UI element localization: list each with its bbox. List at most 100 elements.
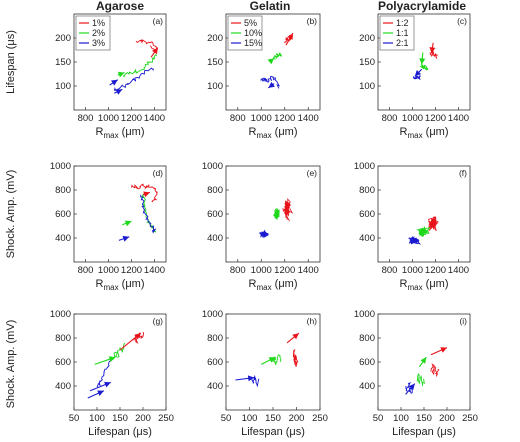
arrow-head-green bbox=[124, 220, 132, 227]
cluster-blue bbox=[259, 229, 270, 239]
column-title-polyacrylamide: Polyacrylamide bbox=[378, 0, 466, 13]
x-axis-label: Rmax (μm) bbox=[400, 278, 449, 292]
series-blue bbox=[405, 381, 413, 394]
x-axis-label: Lifespan (μs) bbox=[392, 426, 456, 438]
x-tick-label: 1200 bbox=[425, 265, 446, 276]
x-tick-label: 800 bbox=[382, 265, 398, 276]
series-blue bbox=[140, 194, 157, 234]
legend-label: 2% bbox=[92, 28, 105, 38]
y-tick-label: 600 bbox=[55, 209, 71, 220]
series-blue bbox=[260, 75, 281, 89]
y-tick-label: 150 bbox=[207, 57, 223, 68]
series-green bbox=[123, 54, 158, 78]
x-axis-label: Lifespan (μs) bbox=[241, 426, 305, 438]
x-tick-label: 250 bbox=[312, 413, 328, 424]
y-tick-label: 800 bbox=[359, 185, 375, 196]
arrow-head-green bbox=[108, 356, 116, 362]
series-green bbox=[271, 354, 282, 366]
y-tick-label: 150 bbox=[359, 57, 375, 68]
y-tick-label: 800 bbox=[207, 185, 223, 196]
y-tick-label: 600 bbox=[55, 357, 71, 368]
series-red bbox=[131, 183, 158, 203]
panel-b: 800 1000 1200 1400 100 150 200 Rmax (μm) (b) 5%10… bbox=[207, 13, 321, 140]
x-tick-label: 1000 bbox=[402, 113, 423, 124]
series-blue bbox=[96, 359, 112, 388]
y-tick-label: 1000 bbox=[202, 161, 223, 172]
y-tick-label: 400 bbox=[359, 381, 375, 392]
legend-label: 5% bbox=[244, 18, 257, 28]
arrow-head-red bbox=[440, 347, 447, 353]
panel-label: (g) bbox=[153, 316, 164, 326]
arrow-head-red bbox=[143, 191, 150, 198]
x-tick-label: 200 bbox=[135, 413, 151, 424]
arrow-head-red bbox=[429, 47, 436, 54]
arrow-head-blue bbox=[408, 383, 415, 391]
x-tick-label: 150 bbox=[112, 413, 128, 424]
y-tick-label: 800 bbox=[55, 333, 71, 344]
legend-label: 10% bbox=[244, 28, 262, 38]
arrow-head-red bbox=[292, 333, 299, 340]
x-tick-label: 1000 bbox=[251, 265, 272, 276]
y-tick-label: 1000 bbox=[354, 161, 375, 172]
plot-area bbox=[412, 42, 438, 81]
y-tick-label: 600 bbox=[207, 209, 223, 220]
series-blue bbox=[412, 74, 421, 81]
y-tick-label: 800 bbox=[55, 185, 71, 196]
x-tick-label: 1400 bbox=[298, 265, 319, 276]
y-tick-label: 600 bbox=[359, 209, 375, 220]
panel-label: (a) bbox=[153, 16, 164, 26]
panel-h: 50 100 150 200 250 400 600 800 1000 Lifespan (μs)… bbox=[202, 309, 328, 438]
y-tick-label: 400 bbox=[55, 381, 71, 392]
x-tick-label: 250 bbox=[462, 413, 478, 424]
x-axis-label: Rmax (μm) bbox=[96, 126, 145, 140]
cluster-green bbox=[273, 207, 280, 220]
cluster-blue bbox=[408, 236, 422, 245]
series-green bbox=[416, 373, 426, 387]
x-tick-label: 800 bbox=[78, 113, 94, 124]
y-tick-label: 100 bbox=[359, 81, 375, 92]
x-tick-label: 150 bbox=[416, 413, 432, 424]
y-tick-label: 400 bbox=[207, 233, 223, 244]
y-tick-label: 400 bbox=[55, 233, 71, 244]
y-tick-label: 600 bbox=[359, 357, 375, 368]
x-tick-label: 100 bbox=[89, 413, 105, 424]
arrow-head-blue bbox=[104, 381, 111, 388]
y-tick-label: 1000 bbox=[354, 309, 375, 320]
y-tick-label: 200 bbox=[55, 33, 71, 44]
x-tick-label: 1200 bbox=[274, 265, 295, 276]
series-green bbox=[112, 342, 126, 360]
x-tick-label: 800 bbox=[382, 113, 398, 124]
y-tick-label: 150 bbox=[55, 57, 71, 68]
series-red bbox=[135, 39, 158, 52]
series-green bbox=[272, 52, 282, 60]
x-tick-label: 1400 bbox=[298, 113, 319, 124]
panel-label: (f) bbox=[459, 168, 467, 178]
panel-label: (b) bbox=[307, 16, 318, 26]
x-tick-label: 1400 bbox=[144, 113, 165, 124]
plot-area bbox=[408, 216, 439, 245]
legend-label: 1% bbox=[92, 18, 105, 28]
arrow-head-blue bbox=[122, 235, 130, 242]
x-axis-label: Rmax (μm) bbox=[249, 126, 298, 140]
x-tick-label: 50 bbox=[221, 413, 232, 424]
series-blue bbox=[251, 374, 260, 387]
x-tick-label: 800 bbox=[230, 113, 246, 124]
panel-i: 50 100 150 200 250 400 600 800 1000 Lifespan (μs)… bbox=[354, 309, 478, 438]
series-blue bbox=[113, 67, 154, 92]
cluster-red bbox=[427, 216, 439, 231]
y-tick-label: 400 bbox=[359, 233, 375, 244]
y-tick-label: 100 bbox=[207, 81, 223, 92]
y-tick-label: 1000 bbox=[202, 309, 223, 320]
panel-label: (d) bbox=[153, 168, 164, 178]
x-tick-label: 200 bbox=[439, 413, 455, 424]
arrow-head-green bbox=[419, 58, 426, 65]
legend-label: 3% bbox=[92, 38, 105, 48]
legend-label: 1:2 bbox=[396, 18, 409, 28]
ylabel-lifespan: Lifespan (μs) bbox=[5, 30, 17, 94]
axes-box bbox=[225, 165, 321, 263]
x-axis-label: Rmax (μm) bbox=[96, 278, 145, 292]
plot-area bbox=[235, 332, 300, 387]
x-tick-label: 50 bbox=[373, 413, 384, 424]
arrow-head-green bbox=[267, 58, 275, 65]
